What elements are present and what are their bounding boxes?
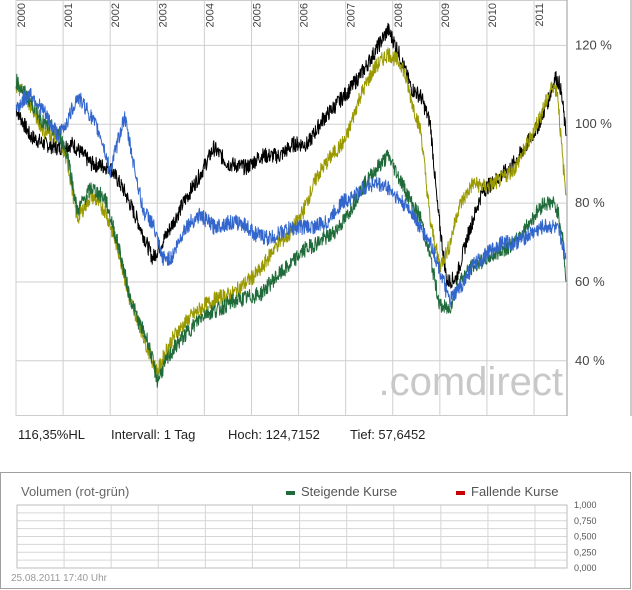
volume-y-tick-label: 0,750 [574, 516, 597, 526]
y-tick-label: 80 % [575, 195, 605, 210]
chart-stats: 116,35%HL Intervall: 1 Tag Hoch: 124,715… [0, 427, 632, 447]
timestamp: 25.08.2011 17:40 Uhr [11, 573, 108, 584]
x-tick-label: 2003 [157, 3, 169, 27]
rising-swatch [286, 490, 295, 495]
y-tick-label: 100 % [575, 116, 612, 131]
x-axis-labels: 2000 2001 2002 2003 2004 2005 2006 2007 2008 2009… [16, 3, 546, 27]
volume-y-tick-label: 0,500 [574, 532, 597, 542]
stat-value: 116,35%HL [18, 427, 85, 442]
x-tick-label: 2001 [63, 3, 75, 27]
volume-frame [16, 504, 568, 569]
x-tick-label: 2006 [299, 3, 311, 27]
falling-swatch [456, 490, 465, 495]
chart-series [15, 22, 567, 388]
series-line-3 [15, 88, 567, 308]
watermark: .comdirect [379, 360, 564, 404]
y-axis-labels: 120 % 100 % 80 % 60 % 40 % [575, 37, 612, 367]
volume-panel: 1,000 0,750 0,500 0,250 0,000 Volumen (rot-g… [0, 472, 631, 589]
volume-y-tick-label: 0,000 [574, 563, 597, 573]
plot-frame [15, 0, 568, 416]
main-chart: 2000 2001 2002 2003 2004 2005 2006 2007 2008 2009… [15, 0, 632, 416]
y-tick-label: 60 % [575, 274, 605, 289]
y-tick-label: 120 % [575, 37, 612, 52]
series-line-0 [15, 22, 567, 289]
x-tick-label: 2009 [440, 3, 452, 27]
series-line-2 [15, 73, 567, 388]
legend-falling-label: Fallende Kurse [471, 484, 559, 499]
y-tick-label: 40 % [575, 353, 605, 368]
chart-grid [15, 0, 632, 416]
legend-rising: Steigende Kurse [286, 484, 397, 499]
x-tick-label: 2002 [110, 3, 122, 27]
volume-grid: 1,000 0,750 0,500 0,250 0,000 [16, 500, 597, 573]
stat-low: Tief: 57,6452 [350, 427, 426, 442]
volume-title: Volumen (rot-grün) [21, 484, 130, 499]
stat-interval: Intervall: 1 Tag [111, 427, 196, 442]
volume-y-tick-label: 0,250 [574, 547, 597, 557]
x-tick-label: 2008 [393, 3, 405, 27]
legend-falling: Fallende Kurse [456, 484, 558, 499]
x-tick-label: 2004 [204, 3, 216, 27]
x-tick-label: 2005 [251, 3, 263, 27]
x-tick-label: 2010 [487, 3, 499, 27]
x-tick-label: 2007 [346, 3, 358, 27]
x-tick-label: 2000 [16, 3, 28, 27]
x-tick-label: 2011 [534, 3, 546, 27]
volume-y-tick-label: 1,000 [574, 500, 597, 510]
stat-high: Hoch: 124,7152 [228, 427, 320, 442]
series-line-1 [15, 47, 567, 381]
legend-rising-label: Steigende Kurse [301, 484, 398, 499]
